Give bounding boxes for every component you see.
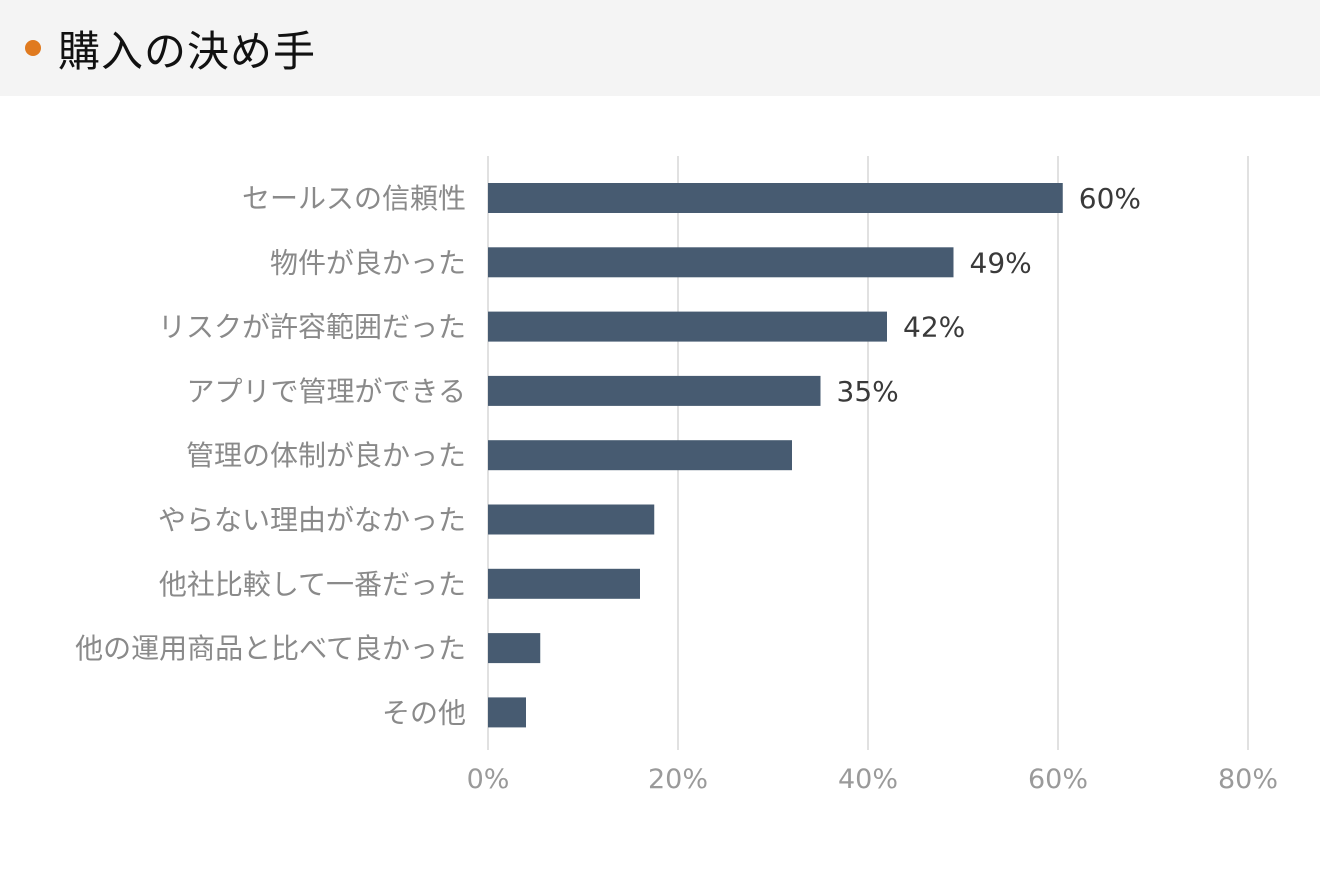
x-tick-label: 0% bbox=[467, 764, 510, 795]
bar bbox=[488, 568, 640, 599]
x-tick-label: 20% bbox=[648, 764, 708, 795]
bar bbox=[488, 375, 821, 406]
bar bbox=[488, 697, 526, 728]
category-label: リスクが許容範囲だった bbox=[158, 311, 466, 344]
bullet-dot-icon bbox=[25, 40, 41, 56]
category-label: アプリで管理ができる bbox=[187, 375, 466, 408]
bar bbox=[488, 440, 792, 471]
bar bbox=[488, 311, 887, 342]
category-label: その他 bbox=[382, 696, 466, 729]
page-title: 購入の決め手 bbox=[58, 27, 317, 76]
bar bbox=[488, 633, 541, 664]
data-label: 35% bbox=[837, 375, 899, 408]
x-tick-label: 80% bbox=[1218, 764, 1278, 795]
category-label: セールスの信頼性 bbox=[242, 182, 466, 215]
category-label: 物件が良かった bbox=[270, 246, 466, 279]
data-label: 42% bbox=[903, 311, 965, 344]
category-label: 他社比較して一番だった bbox=[159, 568, 466, 601]
category-label: 管理の体制が良かった bbox=[186, 439, 466, 472]
x-tick-label: 60% bbox=[1028, 764, 1088, 795]
bar bbox=[488, 183, 1063, 213]
x-tick-label: 40% bbox=[838, 764, 898, 795]
header-bar: 購入の決め手 bbox=[0, 0, 1320, 96]
category-label: やらない理由がなかった bbox=[158, 504, 466, 537]
data-label: 60% bbox=[1079, 182, 1141, 215]
bar bbox=[488, 247, 954, 278]
category-label: 他の運用商品と比べて良かった bbox=[75, 632, 466, 665]
bar bbox=[488, 504, 655, 535]
data-label: 49% bbox=[970, 246, 1032, 279]
